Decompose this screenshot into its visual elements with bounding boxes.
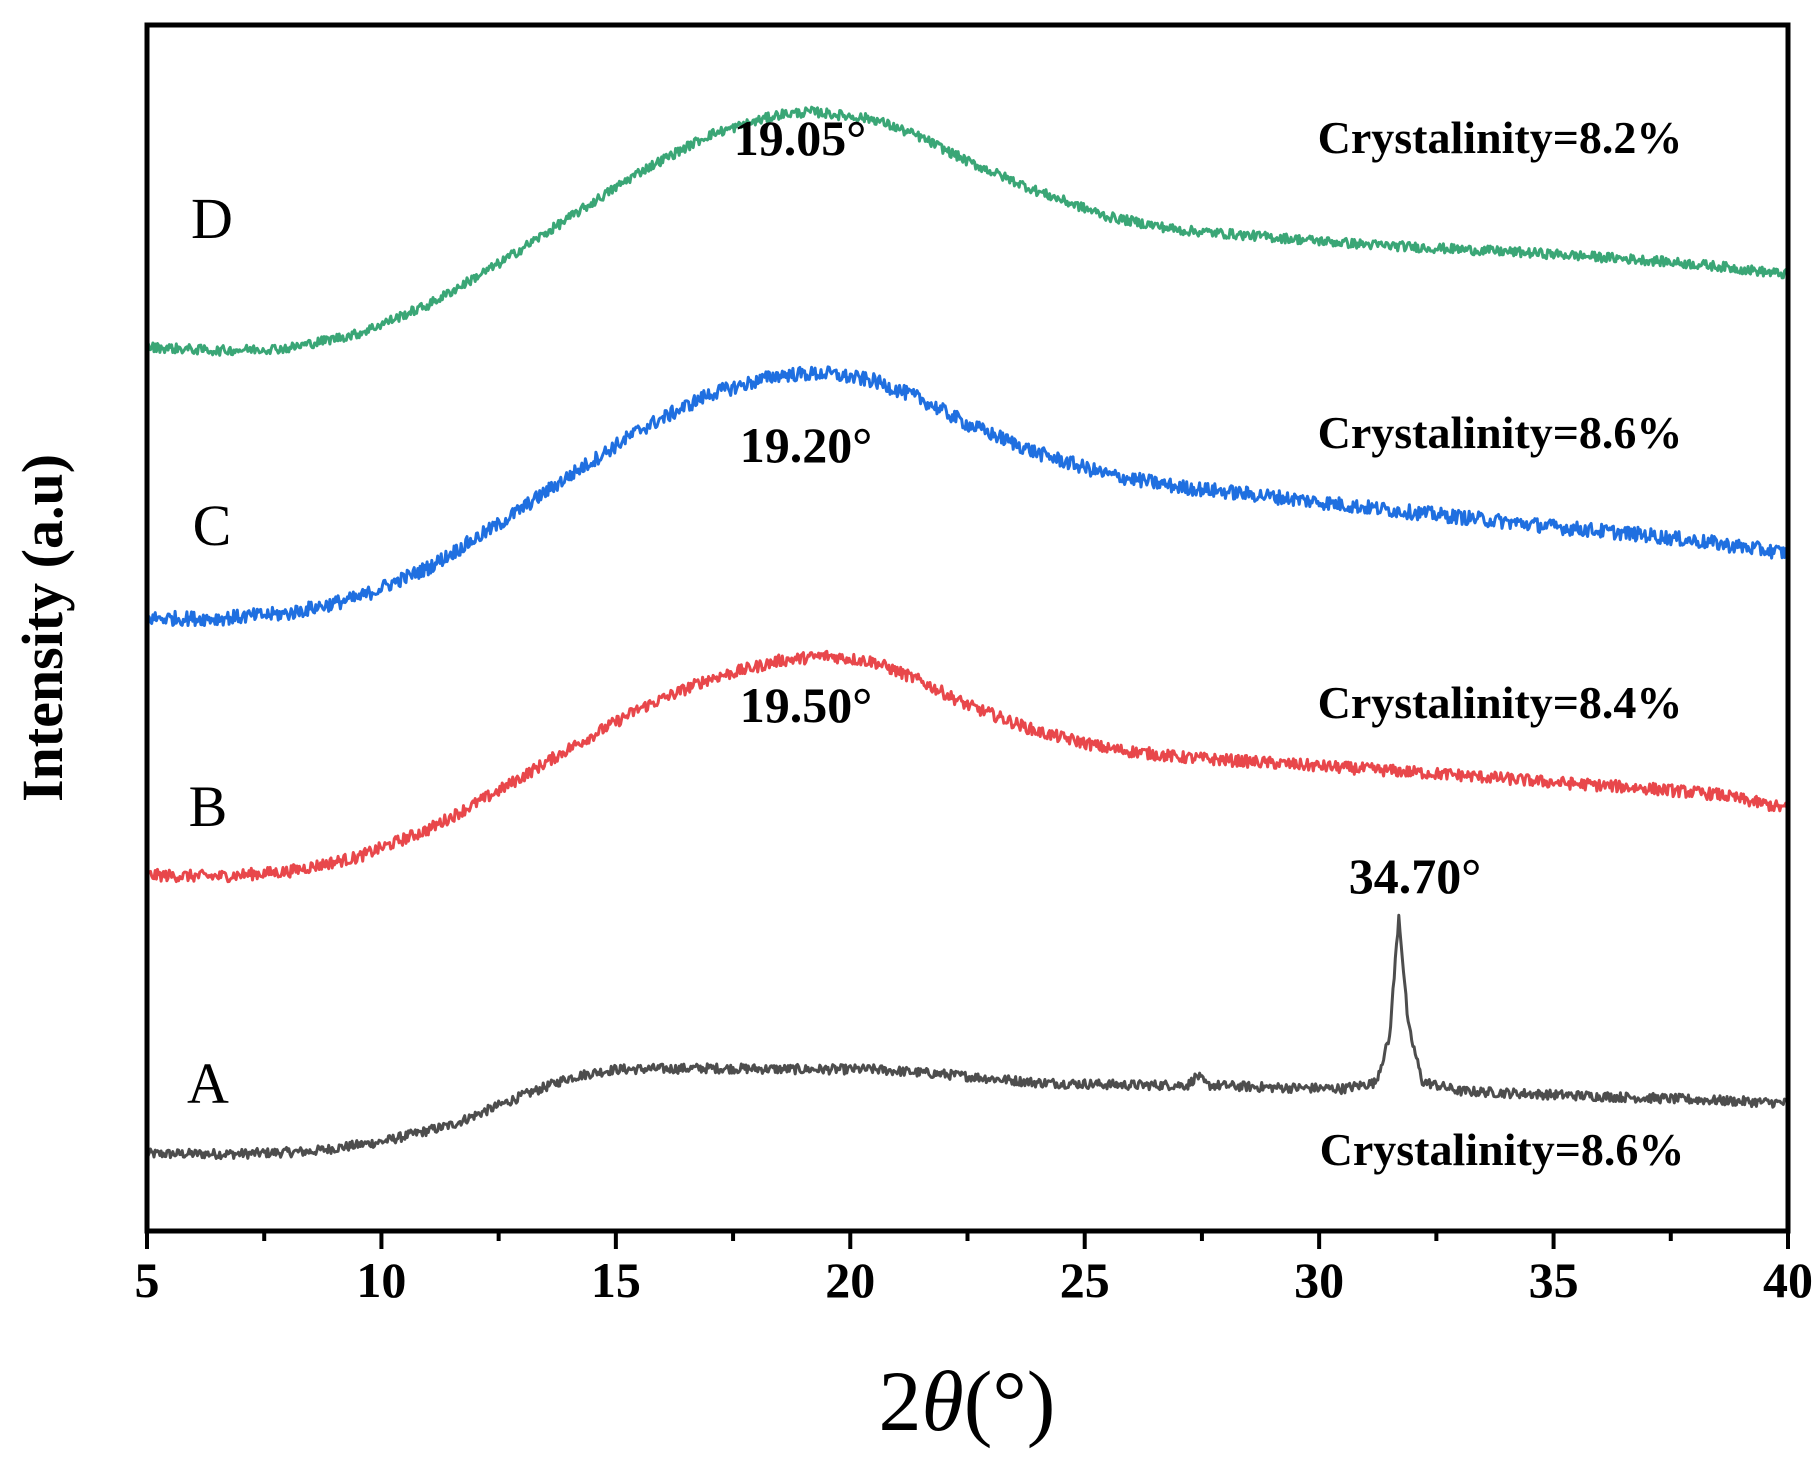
peak-label-d: 19.05° (734, 110, 867, 166)
x-axis-label-suffix: (°) (964, 1353, 1056, 1449)
series-letter-c: C (193, 493, 232, 558)
series-line-c (146, 365, 1790, 627)
x-tick-label: 35 (1529, 1252, 1579, 1308)
x-tick-label: 30 (1294, 1252, 1344, 1308)
x-tick-label: 5 (135, 1252, 160, 1308)
series-line-a (145, 913, 1789, 1161)
y-axis-label: Intensity (a.u) (10, 454, 75, 802)
peak-label-b: 19.50° (740, 677, 873, 733)
x-tick-label: 15 (591, 1252, 641, 1308)
crystallinity-label-d: Crystalinity=8.2% (1318, 112, 1683, 163)
x-axis-label-prefix: 2 (879, 1353, 922, 1449)
crystallinity-label-b: Crystalinity=8.4% (1318, 677, 1683, 728)
crystallinity-label-a: Crystalinity=8.6% (1320, 1124, 1685, 1175)
series-layer (145, 105, 1790, 1161)
series-letter-b: B (189, 774, 228, 839)
label-layer: A 34.70° Crystalinity=8.6% B 19.50° Crystalin… (187, 110, 1684, 1175)
peak-label-c: 19.20° (740, 417, 873, 473)
crystallinity-label-c: Crystalinity=8.6% (1318, 407, 1683, 458)
x-tick-label: 20 (825, 1252, 875, 1308)
x-tick-label: 40 (1763, 1252, 1813, 1308)
series-letter-a: A (187, 1051, 229, 1116)
x-axis-label: 2θ(°) (879, 1353, 1056, 1449)
x-axis-label-symbol: θ (922, 1353, 964, 1449)
series-line-b (145, 649, 1790, 884)
peak-label-a: 34.70° (1349, 848, 1482, 904)
x-tick-label: 10 (356, 1252, 406, 1308)
x-tick-label: 25 (1060, 1252, 1110, 1308)
series-letter-d: D (191, 186, 233, 251)
series-line-d (145, 105, 1789, 357)
x-axis-ticks: 5 10 15 20 25 30 35 40 (135, 1231, 1813, 1308)
